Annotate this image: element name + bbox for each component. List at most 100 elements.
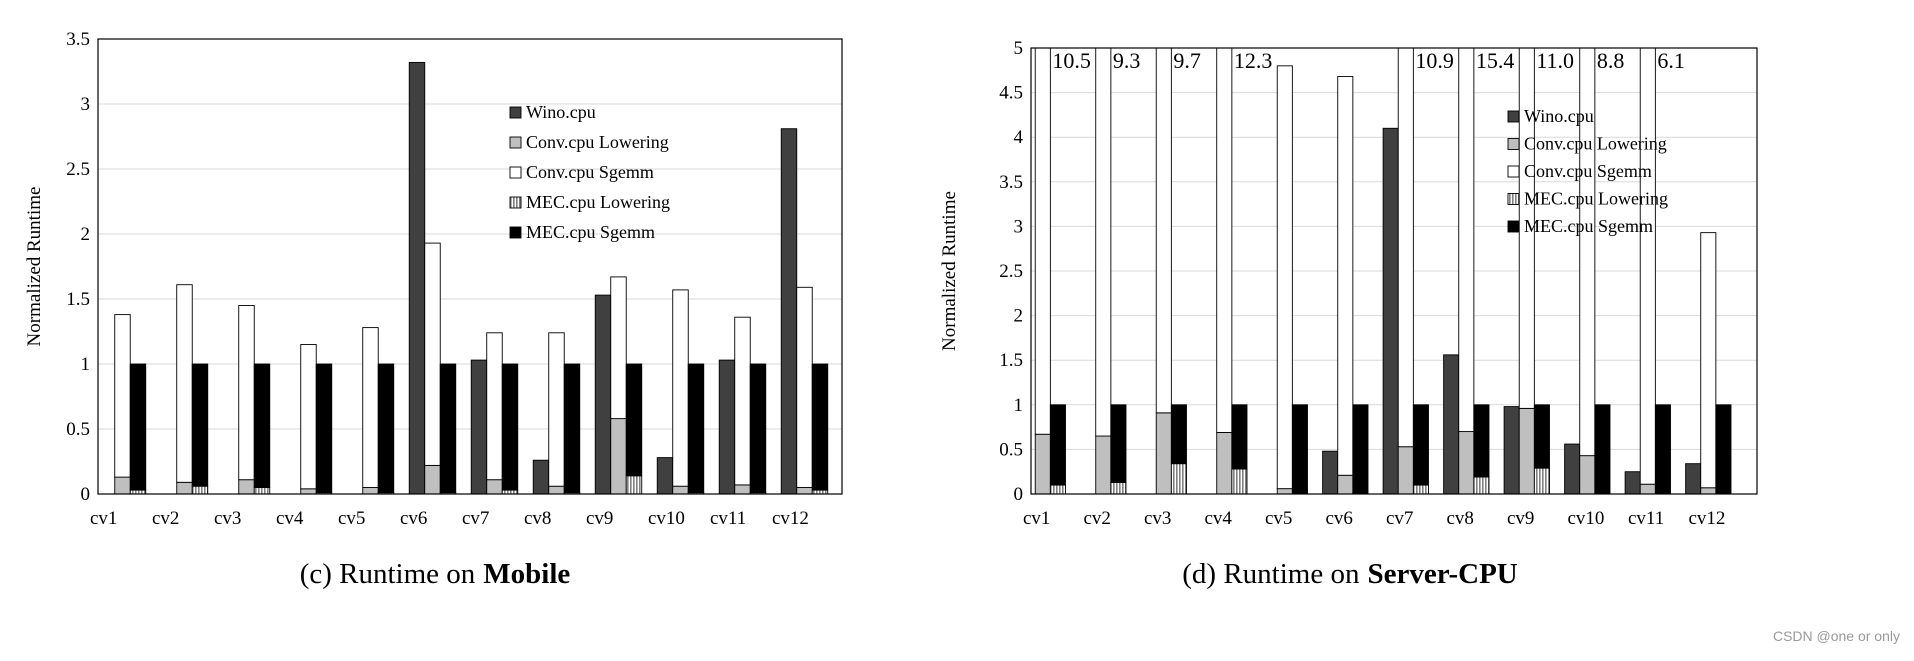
bar-segment (1034, 48, 1051, 435)
x-tick-label: cv3 (1144, 508, 1171, 529)
annotation: 9.7 (1173, 48, 1201, 73)
bar-segment (610, 276, 627, 420)
x-tick-label: cv4 (276, 508, 304, 529)
bar-segment (176, 284, 193, 483)
bar-segment (1170, 463, 1187, 494)
bar-segment (672, 289, 689, 487)
legend-swatch (509, 106, 522, 119)
bar-segment (501, 363, 519, 491)
bar-segment (1458, 431, 1475, 494)
bar-segment (1216, 48, 1233, 433)
legend-label: Conv.cpu Sgemm (526, 162, 654, 182)
bar-segment (796, 487, 813, 494)
x-tick-label: cv11 (710, 508, 746, 529)
bar-segment (749, 363, 767, 494)
bar-segment (1518, 48, 1535, 409)
bar-segment (1503, 406, 1520, 494)
bar-segment (1639, 48, 1656, 485)
y-tick-label: 0.5 (66, 419, 90, 440)
x-tick-label: cv9 (586, 508, 613, 529)
legend-swatch (509, 196, 522, 209)
x-tick-label: cv12 (772, 508, 809, 529)
bar-segment (1110, 404, 1127, 483)
bar-segment (129, 363, 147, 491)
bars (114, 61, 829, 494)
bar-segment (734, 484, 751, 494)
bar-segment (408, 61, 426, 494)
bar-segment (300, 488, 317, 494)
bar-segment (1700, 487, 1717, 494)
bar-segment (1216, 432, 1233, 494)
x-tick-label: cv5 (338, 508, 365, 529)
y-axis-label: Normalized Runtime (939, 191, 960, 351)
bar-segment (1564, 443, 1581, 494)
y-tick-label: 3 (1014, 216, 1024, 237)
y-tick-label: 2 (81, 224, 91, 245)
bar-segment (1685, 463, 1702, 494)
legend-label: MEC.cpu Sgemm (526, 222, 655, 242)
bar-segment (1533, 467, 1550, 494)
y-tick-label: 2.5 (66, 159, 90, 180)
bar-segment (548, 485, 565, 494)
y-tick-label: 1.5 (999, 350, 1023, 371)
bar-segment (486, 479, 503, 494)
bar-segment (1382, 127, 1399, 494)
legend-label: Wino.cpu (526, 102, 596, 122)
bar-segment (811, 363, 829, 491)
plot-frame (97, 38, 843, 495)
bar-segment (1518, 407, 1535, 494)
bar-segment (1443, 354, 1460, 494)
bar-segment (1170, 404, 1187, 465)
bar-segment (1397, 48, 1414, 448)
plot-frame (1030, 47, 1758, 495)
caption-emphasis: Server-CPU (1367, 558, 1517, 590)
bar-segment (377, 363, 395, 494)
y-tick-label: 4 (1014, 127, 1024, 148)
x-tick-label: cv7 (1386, 508, 1413, 529)
x-tick-label: cv6 (400, 508, 427, 529)
bar-segment (238, 479, 255, 494)
x-tick-label: cv3 (214, 508, 241, 529)
x-tick-label: cv10 (1568, 508, 1605, 529)
bar-segment (1639, 483, 1656, 494)
y-tick-label: 3.5 (66, 29, 90, 50)
bar-segment (548, 332, 565, 487)
annotation: 8.8 (1597, 48, 1625, 73)
bar-segment (114, 314, 131, 478)
y-axis-label: Normalized Runtime (24, 187, 45, 347)
x-tick-label: cv1 (1023, 508, 1050, 529)
bar-segment (1095, 435, 1112, 494)
bar-segment (1155, 48, 1172, 414)
legend-label: MEC.cpu Sgemm (1524, 216, 1653, 236)
bar-segment (300, 344, 317, 490)
bar-segment (1095, 48, 1112, 437)
bars (1034, 48, 1732, 494)
bar-segment (1322, 450, 1339, 494)
legend-label: Conv.cpu Sgemm (1524, 161, 1652, 181)
bar-segment (253, 487, 271, 494)
bar-segment (191, 363, 209, 487)
x-tick-label: cv9 (1507, 508, 1534, 529)
bar-segment (1291, 404, 1308, 494)
bar-segment (315, 363, 333, 494)
bar-segment (1654, 404, 1671, 494)
bar-segment (625, 475, 643, 494)
legend-swatch (1507, 110, 1520, 123)
bar-segment (687, 363, 705, 494)
bar-segment (672, 485, 689, 494)
bar-segment (1458, 48, 1475, 433)
bar-segment (1715, 404, 1732, 494)
bar-segment (253, 363, 271, 488)
caption: (d) Runtime on Server-CPU (1182, 558, 1518, 590)
annotation: 12.3 (1234, 48, 1273, 73)
annotation: 10.5 (1052, 48, 1091, 73)
bar-segment (424, 464, 441, 494)
x-tick-label: cv5 (1265, 508, 1292, 529)
bar-segment (718, 359, 736, 494)
bar-segment (1397, 446, 1414, 494)
y-tick-label: 0 (1014, 484, 1024, 505)
bar-segment (780, 128, 798, 494)
bar-segment (486, 332, 503, 481)
